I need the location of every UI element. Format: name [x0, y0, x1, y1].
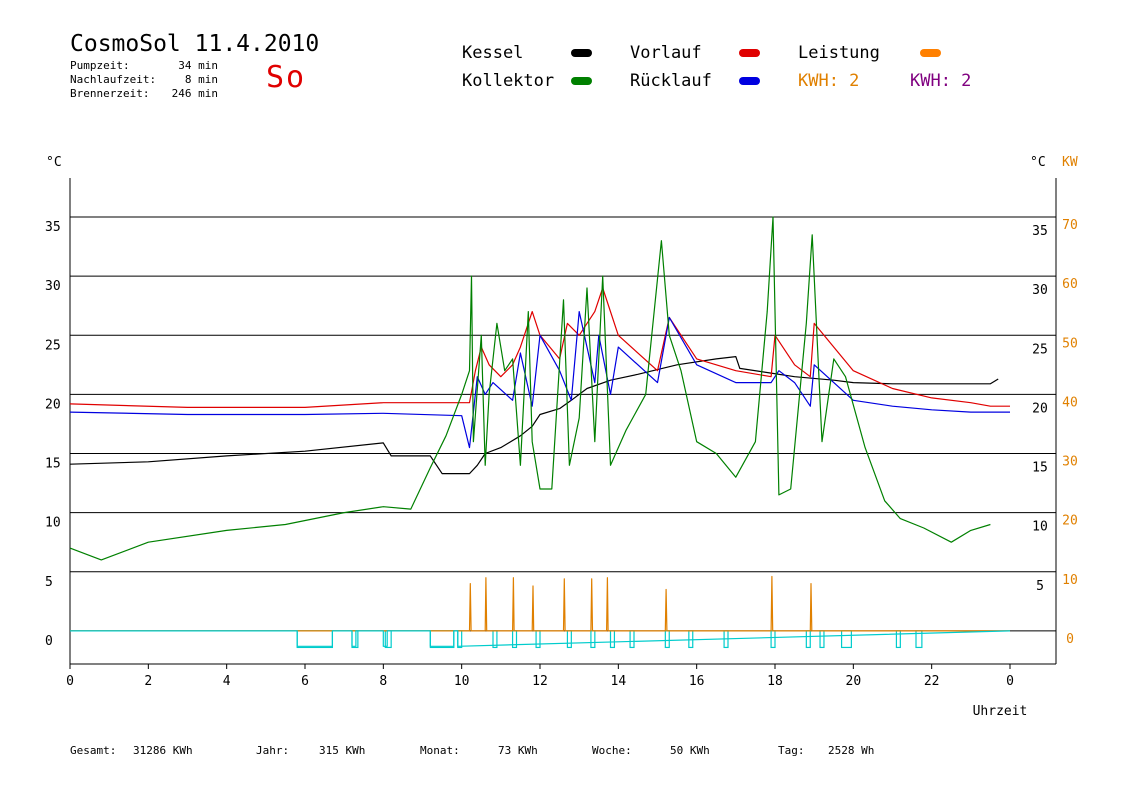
- y-tick-label-right-c: 5: [1036, 579, 1044, 594]
- y-tick-label-right-kw: 70: [1062, 218, 1078, 233]
- y-tick-label-right-c: 35: [1032, 224, 1048, 239]
- y-tick-label-right-kw: 50: [1062, 336, 1078, 351]
- series-line-vorlauf: [69, 287, 1010, 408]
- y-axis-unit-left: °C: [46, 155, 62, 170]
- chart-title: CosmoSol 11.4.2010: [70, 31, 320, 57]
- weekday-label: So: [266, 60, 307, 95]
- y-tick-label-left: 25: [45, 338, 61, 353]
- x-axis-label: Uhrzeit: [973, 704, 1028, 719]
- pump-block: [296, 630, 334, 649]
- legend-vorlauf-swatch: [739, 49, 760, 57]
- stat-brennerzeit-value: 246 min: [171, 87, 218, 100]
- legend-kollektor-swatch: [571, 77, 592, 85]
- x-tick-label: 10: [454, 674, 470, 689]
- footer-monat-label: Monat:: [420, 744, 460, 757]
- legend-kessel-swatch: [571, 49, 592, 57]
- stat-nachlaufzeit-label: Nachlaufzeit:: [70, 73, 157, 86]
- pump-block: [535, 630, 541, 649]
- x-tick-label: 2: [144, 674, 152, 689]
- pump-block: [770, 630, 776, 649]
- x-tick-label: 12: [532, 674, 548, 689]
- pump-block: [819, 630, 825, 649]
- footer-jahr-value: 315 KWh: [319, 744, 366, 757]
- footer-monat-value: 73 KWh: [498, 744, 538, 757]
- pump-block: [566, 630, 572, 649]
- pump-block: [664, 630, 670, 649]
- y-tick-label-left: 20: [45, 397, 61, 412]
- x-tick-label: 16: [689, 674, 705, 689]
- y-tick-label-right-kw: 40: [1062, 395, 1078, 410]
- footer-jahr-label: Jahr:: [256, 744, 290, 757]
- x-tick-label: 0: [1006, 674, 1014, 689]
- y-tick-label-left: 30: [45, 279, 61, 294]
- x-tick-label: 8: [379, 674, 387, 689]
- y-tick-label-right-kw: 10: [1062, 573, 1078, 588]
- y-tick-label-left: 15: [45, 457, 61, 472]
- footer-gesamt-value: 31286 KWh: [133, 744, 193, 757]
- y-tick-label-left: 10: [45, 516, 61, 531]
- y-tick-label-right-c: 30: [1032, 283, 1048, 298]
- y-axis-unit-right-c: °C: [1030, 155, 1046, 170]
- x-tick-label: 22: [924, 674, 940, 689]
- y-tick-label-left: 35: [45, 220, 61, 235]
- series-line-rcklauf: [69, 311, 1010, 449]
- series-line-kollektor: [69, 216, 991, 561]
- series-line-pumpe: [70, 630, 1011, 647]
- stat-pumpzeit-value: 34 min: [178, 59, 218, 72]
- footer-tag-label: Tag:: [778, 744, 805, 757]
- pump-block: [384, 630, 392, 649]
- legend-vorlauf-label: Vorlauf: [630, 43, 702, 63]
- y-tick-label-left: 5: [45, 575, 53, 590]
- footer-woche-label: Woche:: [592, 744, 632, 757]
- y-tick-label-right-kw: 20: [1062, 514, 1078, 529]
- x-tick-label: 4: [223, 674, 231, 689]
- y-axis-unit-right-kw: KW: [1062, 155, 1078, 170]
- pump-block: [629, 630, 635, 649]
- x-tick-label: 18: [767, 674, 783, 689]
- y-tick-label-right-c: 15: [1032, 461, 1048, 476]
- pump-block: [895, 630, 901, 649]
- x-tick-label: 6: [301, 674, 309, 689]
- legend-kessel-label: Kessel: [462, 43, 524, 63]
- x-tick-label: 20: [846, 674, 862, 689]
- x-tick-label: 0: [66, 674, 74, 689]
- y-tick-label-right-kw: 60: [1062, 277, 1078, 292]
- pump-block: [840, 630, 852, 649]
- footer-tag-value: 2528 Wh: [828, 744, 875, 757]
- y-tick-label-right-kw: 30: [1062, 455, 1078, 470]
- footer-gesamt-label: Gesamt:: [70, 744, 117, 757]
- legend-ruecklauf-label: Rücklauf: [630, 71, 712, 91]
- series-line-leistung: [70, 575, 1010, 632]
- stat-brennerzeit-label: Brennerzeit:: [70, 87, 150, 100]
- kwh-second-label: KWH: 2: [910, 71, 972, 91]
- pump-block: [805, 630, 811, 649]
- footer-woche-value: 50 KWh: [670, 744, 710, 757]
- stat-pumpzeit-label: Pumpzeit:: [70, 59, 130, 72]
- y-tick-label-left: 0: [45, 634, 53, 649]
- y-tick-label-right-kw: 0: [1066, 632, 1074, 647]
- legend-leistung-label: Leistung: [798, 43, 880, 63]
- pump-block: [590, 630, 596, 649]
- legend-ruecklauf-swatch: [739, 77, 760, 85]
- y-tick-label-right-c: 20: [1032, 401, 1048, 416]
- pump-block: [609, 630, 616, 649]
- kwh-leistung-label: KWH: 2: [798, 71, 860, 91]
- stat-nachlaufzeit-value: 8 min: [184, 73, 218, 86]
- y-tick-label-right-c: 10: [1032, 520, 1048, 535]
- legend-kollektor-label: Kollektor: [462, 71, 555, 91]
- series-line-kessel: [69, 356, 999, 475]
- pump-block: [429, 630, 455, 649]
- legend-leistung-swatch: [920, 49, 941, 57]
- pump-block: [351, 630, 359, 649]
- x-tick-label: 14: [611, 674, 627, 689]
- y-tick-label-right-c: 25: [1032, 342, 1048, 357]
